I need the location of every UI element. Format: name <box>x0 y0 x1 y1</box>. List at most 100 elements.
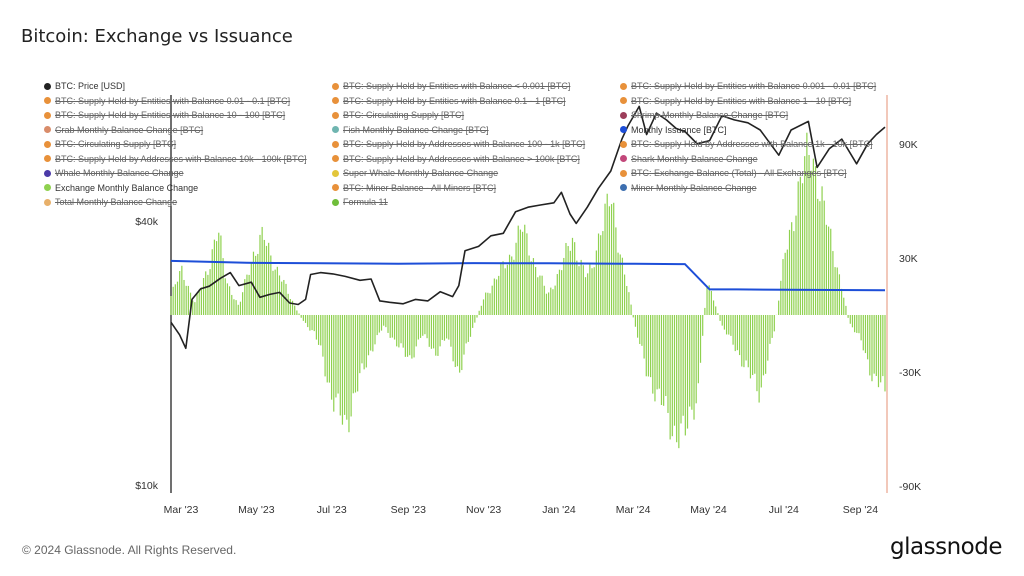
exchange-bar <box>767 315 769 361</box>
exchange-bar <box>650 315 652 378</box>
legend-item[interactable]: Shrimp Monthly Balance Change [BTC] <box>620 108 904 123</box>
exchange-bar <box>613 202 615 315</box>
legend-item[interactable]: Miner Monthly Balance Change <box>620 181 904 196</box>
exchange-bar <box>400 315 402 344</box>
legend-item[interactable]: Whale Monthly Balance Change <box>44 166 332 181</box>
exchange-bar <box>415 315 417 347</box>
legend-item[interactable]: Super Whale Monthly Balance Change <box>332 166 620 181</box>
exchange-bar <box>793 231 795 315</box>
legend-item[interactable]: BTC: Supply Held by Entities with Balanc… <box>620 79 904 94</box>
exchange-bar <box>354 315 357 393</box>
legend-item[interactable]: Formula 11 <box>332 195 620 210</box>
exchange-bar <box>804 156 806 315</box>
exchange-bar <box>446 315 448 339</box>
exchange-bar <box>330 315 333 400</box>
legend-item[interactable]: BTC: Exchange Balance (Total) - All Exch… <box>620 166 904 181</box>
legend-item[interactable]: Monthly Issuance [BTC] <box>620 123 904 138</box>
exchange-bar <box>619 254 621 315</box>
exchange-bar <box>791 222 793 315</box>
exchange-bar <box>268 242 270 315</box>
legend-label: BTC: Miner Balance - All Miners [BTC] <box>343 182 497 193</box>
exchange-bar <box>215 241 218 315</box>
exchange-bar <box>836 267 838 315</box>
exchange-bar <box>552 289 554 315</box>
x-tick-label: Jan '24 <box>542 504 576 516</box>
exchange-bar <box>808 155 810 315</box>
exchange-bar <box>539 275 541 315</box>
exchange-bar <box>765 315 767 374</box>
exchange-bar <box>448 315 450 340</box>
legend-item[interactable]: BTC: Supply Held by Entities with Balanc… <box>332 94 620 109</box>
exchange-bar <box>228 286 231 315</box>
exchange-bar <box>432 315 435 349</box>
legend-label: BTC: Circulating Supply [BTC] <box>55 139 177 149</box>
legend-label: Fish Monthly Balance Change [BTC] <box>343 124 489 135</box>
legend-item[interactable]: Fish Monthly Balance Change [BTC] <box>332 123 620 138</box>
exchange-bar <box>257 253 259 315</box>
legend-item[interactable]: BTC: Circulating Supply [BTC] <box>332 108 620 123</box>
exchange-bar <box>558 269 561 315</box>
legend-dot-icon <box>620 140 627 148</box>
exchange-bar <box>242 292 244 315</box>
legend-item[interactable]: BTC: Supply Held by Addresses with Balan… <box>332 137 620 152</box>
legend-item[interactable]: BTC: Miner Balance - All Miners [BTC] <box>332 181 620 196</box>
legend-dot-icon <box>44 169 51 177</box>
exchange-bar <box>291 300 294 315</box>
exchange-bar <box>882 315 884 377</box>
exchange-bar <box>738 315 741 356</box>
exchange-bar <box>417 315 420 340</box>
exchange-bar <box>838 274 841 315</box>
legend-item[interactable]: BTC: Supply Held by Entities with Balanc… <box>44 108 332 123</box>
legend-item[interactable]: BTC: Supply Held by Addresses with Balan… <box>620 137 904 152</box>
legend-item[interactable]: BTC: Supply Held by Addresses with Balan… <box>44 152 332 167</box>
legend-label: Shark Monthly Balance Change <box>631 153 758 164</box>
exchange-bar <box>404 315 406 357</box>
exchange-bar <box>441 315 443 340</box>
exchange-bar <box>797 181 799 315</box>
legend-item[interactable]: Total Monthly Balance Change <box>44 195 332 210</box>
legend-item[interactable]: BTC: Supply Held by Entities with Balanc… <box>44 94 332 109</box>
exchange-bar <box>409 315 411 356</box>
legend-item[interactable]: BTC: Price [USD] <box>44 79 332 94</box>
exchange-bar <box>569 250 571 315</box>
exchange-bars <box>170 132 886 449</box>
exchange-bar <box>704 307 706 315</box>
exchange-bar <box>732 315 734 345</box>
exchange-bar <box>202 278 205 315</box>
exchange-bar <box>584 277 587 315</box>
exchange-bar <box>610 204 613 315</box>
exchange-bar <box>467 315 469 342</box>
legend-item[interactable]: BTC: Supply Held by Addresses with Balan… <box>332 152 620 167</box>
exchange-bar <box>806 132 808 315</box>
exchange-bar <box>276 266 278 315</box>
exchange-bar <box>689 315 691 407</box>
y-right-tick-label: 30K <box>899 253 918 265</box>
exchange-bar <box>597 233 600 315</box>
exchange-bar <box>346 315 348 420</box>
exchange-bar <box>582 265 584 315</box>
x-tick-label: Mar '24 <box>616 504 651 516</box>
exchange-bar <box>450 315 452 347</box>
legend-label: BTC: Exchange Balance (Total) - All Exch… <box>631 168 847 178</box>
exchange-bar <box>406 315 409 357</box>
exchange-bar <box>391 315 393 338</box>
exchange-bar <box>383 315 385 326</box>
exchange-bar <box>402 315 404 348</box>
y-left-tick-label: $10k <box>135 480 159 492</box>
legend-item[interactable]: BTC: Circulating Supply [BTC] <box>44 137 332 152</box>
exchange-bar <box>222 258 224 315</box>
exchange-bar <box>578 266 580 315</box>
exchange-bar <box>170 296 172 315</box>
legend-item[interactable]: BTC: Supply Held by Entities with Balanc… <box>620 94 904 109</box>
legend-label: BTC: Supply Held by Entities with Balanc… <box>55 110 286 120</box>
legend-item[interactable]: BTC: Supply Held by Entities with Balanc… <box>332 79 620 94</box>
exchange-bar <box>545 293 548 315</box>
exchange-bar <box>181 265 183 315</box>
exchange-bar <box>226 283 229 315</box>
legend-item[interactable]: Exchange Monthly Balance Change <box>44 181 332 196</box>
exchange-bar <box>799 176 801 315</box>
legend-item[interactable]: Shark Monthly Balance Change <box>620 152 904 167</box>
exchange-bar <box>840 288 843 315</box>
legend-item[interactable]: Crab Monthly Balance Change [BTC] <box>44 123 332 138</box>
legend-dot-icon <box>620 169 627 177</box>
